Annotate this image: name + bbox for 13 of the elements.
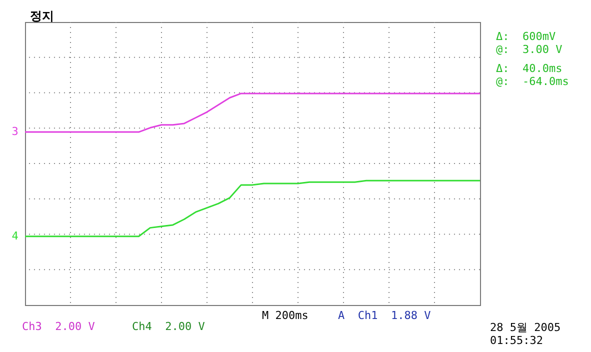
text: M 200ms (262, 309, 308, 322)
text: A Ch1 1.88 V (338, 309, 431, 322)
series-label: 3 (12, 125, 18, 138)
chart-title: 정지 (30, 8, 54, 25)
series-label: 4 (12, 229, 19, 242)
text: @: 3.00 V (496, 43, 562, 56)
text: Ch4 2.00 V (132, 320, 205, 333)
text: 28 5월 2005 (490, 320, 561, 335)
text: Δ: 40.0ms (496, 62, 562, 75)
text: Ch3 2.00 V (22, 320, 95, 333)
text: Δ: 600mV (496, 30, 556, 43)
text: 01:55:32 (490, 334, 543, 347)
text: @: -64.0ms (496, 75, 569, 88)
